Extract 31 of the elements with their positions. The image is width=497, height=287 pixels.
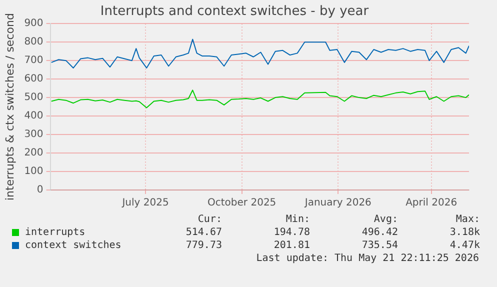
- text: 735.54: [360, 240, 398, 251]
- y-tick-label: 600: [24, 74, 44, 85]
- y-tick-label: 500: [24, 92, 44, 104]
- y-tick-label: 700: [24, 55, 44, 66]
- x-tick-label: April 2026: [406, 198, 458, 209]
- x-tick-label: October 2025: [208, 198, 276, 209]
- legend-label: context switches: [25, 240, 122, 251]
- y-tick-label: 300: [24, 129, 44, 140]
- text: 194.78: [272, 227, 310, 238]
- x-tick-label: January 2026: [304, 198, 372, 209]
- x-tick-label: July 2025: [121, 198, 169, 209]
- y-tick-label: 800: [24, 36, 44, 48]
- text: Min:: [284, 214, 310, 225]
- text: Last update: Thu May 21 22:11:25 2026: [255, 253, 480, 264]
- text: 3.18k: [448, 227, 480, 238]
- y-tick-label: 900: [24, 18, 44, 30]
- y-tick-label: 400: [24, 110, 44, 122]
- y-tick-label: 100: [24, 166, 44, 178]
- text: 4.47k: [448, 240, 480, 251]
- legend-label: interrupts: [25, 227, 86, 238]
- text: Max:: [454, 214, 480, 225]
- text: 201.81: [272, 240, 310, 251]
- chart-title: Interrupts and context switches - by year: [100, 4, 370, 20]
- y-tick-label: 200: [24, 148, 44, 159]
- text: Cur:: [196, 214, 222, 225]
- y-tick-label: 0: [36, 184, 44, 196]
- y-axis-title: interrupts & ctx switches / second: [3, 13, 16, 201]
- text: 496.42: [360, 227, 398, 238]
- text: 514.67: [184, 227, 222, 238]
- text: Avg:: [372, 214, 398, 225]
- text: 779.73: [184, 240, 222, 251]
